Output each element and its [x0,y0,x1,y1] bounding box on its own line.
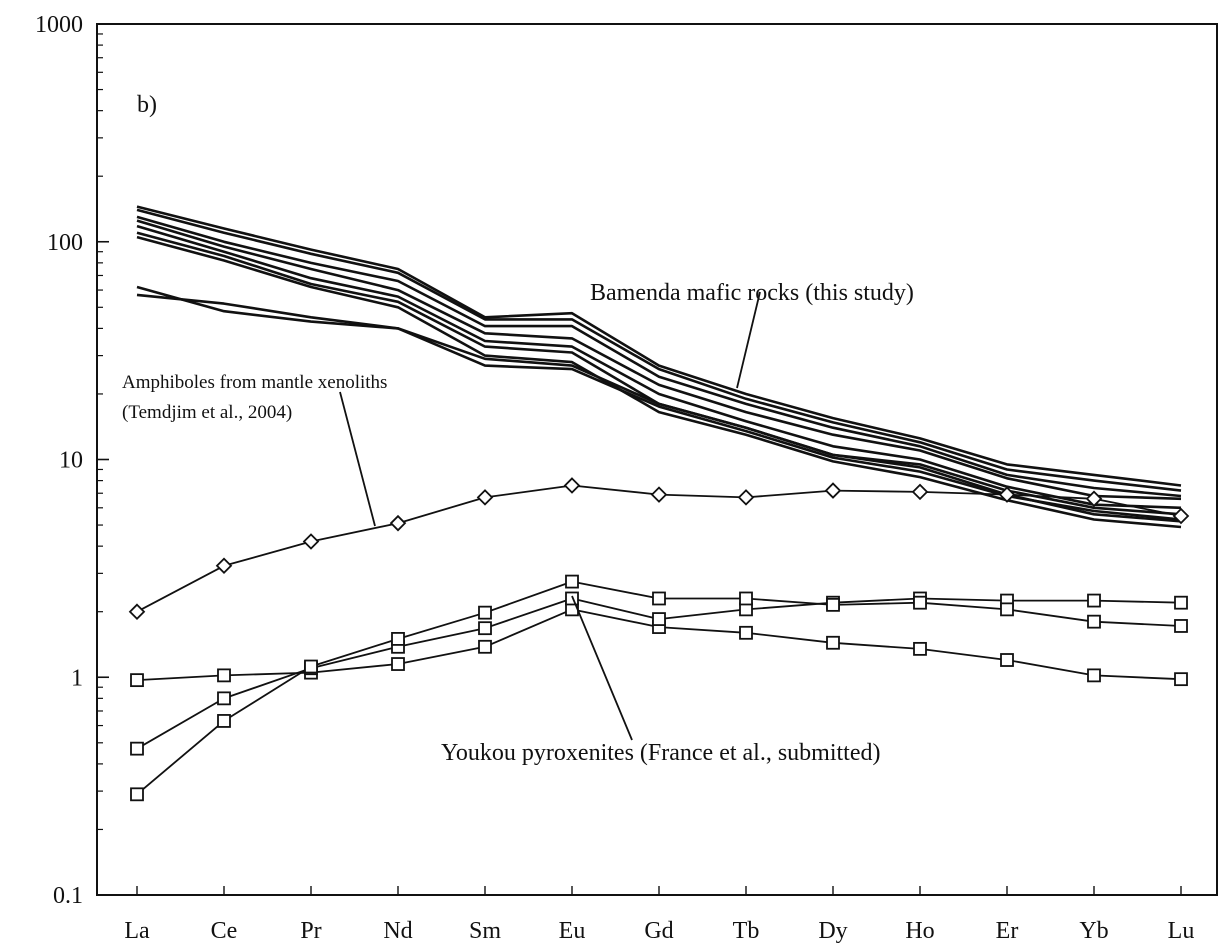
youkou-point [304,659,318,674]
amphibole-annotation-line1: Amphiboles from mantle xenoliths [122,372,387,393]
amphibole-point [824,482,842,499]
x-tick-label: Tb [733,918,760,944]
bamenda-leader-line [736,291,761,389]
y-tick-label: 100 [47,230,83,256]
amphibole-leader-line [339,391,376,527]
y-tick-label: 0.1 [53,883,83,909]
x-tick-label: Er [996,918,1019,944]
x-tick-label: Gd [644,918,673,944]
youkou-point [1087,593,1101,608]
youkou-point [478,621,492,636]
annotation-leaders [339,291,761,741]
x-tick-label: Ho [905,918,934,944]
series-line-bamenda-2 [136,215,1182,498]
youkou-point [1174,595,1188,610]
amphibole-point [563,477,581,494]
amphibole-point [1085,490,1103,508]
youkou-point [652,591,666,606]
youkou-leader-line [571,595,633,741]
series-markers [128,477,1190,802]
y-tick-label: 1 [71,665,83,691]
amphibole-point [998,486,1016,503]
youkou-point [826,635,840,650]
youkou-point [1087,614,1101,629]
x-tick-label: La [124,918,150,944]
y-tick-label: 1000 [35,12,83,38]
youkou-point [565,574,579,589]
x-tick-label: Ce [211,918,238,944]
amphibole-point [650,486,668,503]
youkou-point [739,591,753,606]
youkou-annotation: Youkou pyroxenites (France et al., submi… [441,740,881,766]
youkou-point [391,657,405,671]
bamenda-annotation: Bamenda mafic rocks (this study) [590,280,914,306]
youkou-point [826,597,840,612]
amphibole-point [128,603,146,620]
amphibole-annotation-line2: (Temdjim et al., 2004) [122,402,292,423]
series-line-bamenda-0 [136,205,1182,487]
x-tick-label: Sm [469,918,501,944]
youkou-point [913,595,927,610]
panel-label: b) [137,92,157,118]
x-axis-labels: La Ce Pr Nd Sm Eu Gd Tb Dy Ho Er Yb Lu [124,918,1194,944]
series-line-bamenda-3 [136,219,1182,501]
youkou-point [130,787,144,802]
youkou-point [130,741,144,756]
youkou-point [130,673,144,688]
y-tick-label: 10 [59,448,83,474]
youkou-point [1174,672,1188,687]
series-line-bamenda-1 [136,208,1182,492]
youkou-point [391,632,405,646]
youkou-point [217,668,231,683]
amphibole-point [737,489,755,506]
x-tick-label: Lu [1168,918,1195,944]
amphibole-point [302,533,320,550]
plot-frame [96,23,1218,896]
youkou-point [913,641,927,656]
youkou-point [478,639,492,654]
amphibole-point [476,489,494,506]
amphibole-point [911,483,929,501]
x-tick-label: Pr [300,918,321,944]
youkou-point [1087,668,1101,683]
youkou-point [565,591,579,606]
youkou-point [1000,653,1014,667]
youkou-point [739,625,753,640]
youkou-point [478,605,492,620]
youkou-point [1174,619,1188,633]
x-tick-label: Nd [383,918,412,944]
amphibole-point [215,557,233,575]
x-tick-label: Eu [559,918,586,944]
y-axis-labels: 0.1 1 10 100 1000 [35,12,83,909]
amphibole-point [1172,507,1190,525]
youkou-point [652,612,666,626]
youkou-point [217,691,231,706]
x-tick-label: Yb [1079,918,1108,944]
x-tick-label: Dy [818,918,847,944]
amphibole-point [389,514,407,532]
youkou-point [217,714,231,728]
youkou-point [1000,602,1014,617]
